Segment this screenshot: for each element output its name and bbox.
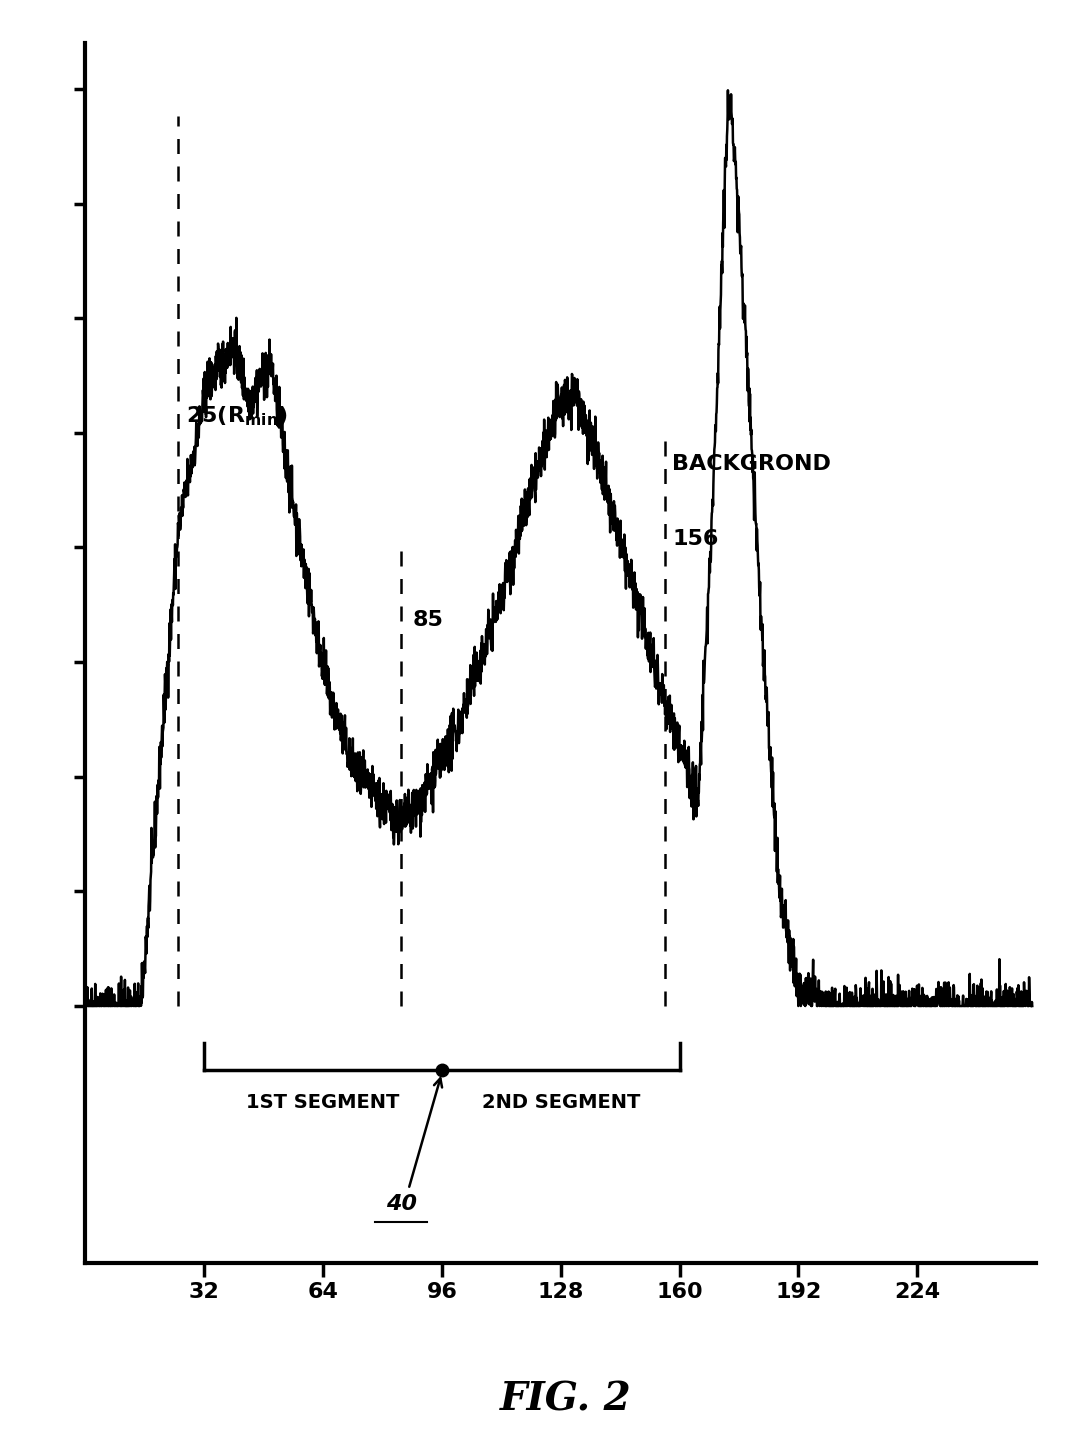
Text: 85: 85 (412, 610, 443, 630)
Text: 1ST SEGMENT: 1ST SEGMENT (247, 1093, 399, 1112)
Text: 156: 156 (672, 530, 719, 550)
Text: 25(R$_{\mathbf{min}}$): 25(R$_{\mathbf{min}}$) (186, 405, 287, 428)
Text: BACKGROND: BACKGROND (672, 453, 831, 474)
Text: FIG. 2: FIG. 2 (500, 1380, 632, 1418)
Text: 40: 40 (386, 1194, 417, 1214)
Text: 2ND SEGMENT: 2ND SEGMENT (482, 1093, 640, 1112)
